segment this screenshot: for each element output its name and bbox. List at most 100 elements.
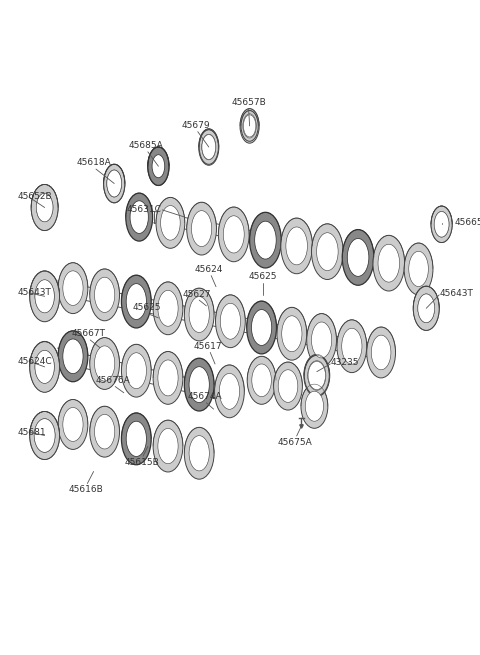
Ellipse shape: [107, 170, 121, 197]
Ellipse shape: [281, 218, 312, 274]
Ellipse shape: [58, 263, 88, 314]
Ellipse shape: [367, 327, 396, 378]
Text: 45667T: 45667T: [72, 329, 106, 338]
Ellipse shape: [418, 294, 435, 323]
Ellipse shape: [348, 238, 369, 276]
Ellipse shape: [308, 361, 326, 390]
Text: 45625: 45625: [132, 303, 161, 312]
Ellipse shape: [31, 185, 58, 231]
Ellipse shape: [30, 341, 60, 392]
Ellipse shape: [219, 373, 240, 409]
Ellipse shape: [153, 156, 164, 177]
Ellipse shape: [247, 301, 276, 354]
Ellipse shape: [121, 413, 151, 465]
Ellipse shape: [243, 115, 256, 137]
Text: 45631C: 45631C: [126, 206, 161, 214]
Ellipse shape: [189, 367, 209, 403]
Text: 45618A: 45618A: [77, 158, 111, 167]
Text: 45685A: 45685A: [129, 141, 163, 150]
Ellipse shape: [317, 233, 338, 271]
Ellipse shape: [312, 322, 332, 358]
Text: 45643T: 45643T: [17, 288, 51, 297]
Ellipse shape: [126, 193, 153, 241]
Ellipse shape: [434, 212, 449, 237]
Ellipse shape: [34, 419, 55, 453]
Ellipse shape: [189, 436, 209, 471]
Text: 45643T: 45643T: [439, 289, 473, 298]
Ellipse shape: [413, 286, 439, 330]
Ellipse shape: [184, 288, 214, 341]
Ellipse shape: [255, 221, 276, 259]
Ellipse shape: [372, 335, 391, 370]
Ellipse shape: [130, 201, 148, 233]
Ellipse shape: [63, 271, 83, 305]
Ellipse shape: [121, 345, 151, 397]
Text: 45675A: 45675A: [277, 438, 312, 447]
Ellipse shape: [95, 346, 115, 381]
Ellipse shape: [30, 271, 60, 322]
Ellipse shape: [156, 197, 185, 248]
Ellipse shape: [342, 328, 362, 364]
Ellipse shape: [413, 286, 439, 330]
Ellipse shape: [192, 211, 212, 246]
Ellipse shape: [153, 282, 183, 335]
Ellipse shape: [184, 358, 214, 411]
Ellipse shape: [148, 147, 169, 185]
Ellipse shape: [126, 284, 146, 320]
Ellipse shape: [35, 280, 54, 313]
Ellipse shape: [312, 224, 343, 280]
Ellipse shape: [126, 421, 146, 457]
Ellipse shape: [58, 331, 88, 382]
Ellipse shape: [202, 134, 216, 159]
Text: 45624: 45624: [194, 265, 223, 274]
Ellipse shape: [30, 342, 60, 392]
Ellipse shape: [304, 354, 330, 397]
Ellipse shape: [243, 114, 256, 138]
Text: 45615B: 45615B: [124, 458, 159, 467]
Ellipse shape: [90, 269, 120, 321]
Ellipse shape: [58, 400, 88, 449]
Text: 45657B: 45657B: [231, 98, 266, 107]
Ellipse shape: [252, 310, 272, 345]
Ellipse shape: [152, 155, 165, 178]
Ellipse shape: [199, 130, 218, 164]
Ellipse shape: [30, 271, 60, 321]
Ellipse shape: [431, 206, 452, 242]
Ellipse shape: [148, 147, 169, 185]
Text: 45674A: 45674A: [187, 392, 222, 401]
Ellipse shape: [30, 411, 60, 460]
Ellipse shape: [126, 353, 146, 388]
Ellipse shape: [241, 111, 258, 141]
Text: 45617: 45617: [194, 341, 223, 350]
Ellipse shape: [418, 294, 435, 323]
Text: 45652B: 45652B: [17, 193, 52, 202]
Ellipse shape: [220, 303, 240, 339]
Ellipse shape: [247, 356, 276, 404]
Ellipse shape: [104, 164, 125, 202]
Ellipse shape: [36, 193, 53, 222]
Ellipse shape: [158, 428, 178, 464]
Ellipse shape: [277, 307, 307, 360]
Ellipse shape: [35, 350, 54, 383]
Ellipse shape: [240, 109, 259, 143]
Ellipse shape: [121, 275, 151, 328]
Text: 45676A: 45676A: [96, 376, 131, 385]
Ellipse shape: [63, 407, 83, 441]
Ellipse shape: [304, 356, 329, 396]
Text: 45681: 45681: [17, 428, 46, 437]
Ellipse shape: [286, 227, 307, 265]
Ellipse shape: [153, 352, 183, 404]
Ellipse shape: [223, 215, 244, 253]
Ellipse shape: [34, 419, 55, 453]
Ellipse shape: [95, 277, 115, 312]
Ellipse shape: [199, 129, 219, 165]
Ellipse shape: [404, 243, 433, 295]
Text: 45679: 45679: [181, 121, 210, 130]
Ellipse shape: [282, 316, 302, 352]
Ellipse shape: [305, 391, 324, 421]
Ellipse shape: [250, 212, 281, 268]
Text: 45625: 45625: [249, 272, 277, 281]
Ellipse shape: [153, 420, 183, 472]
Text: 45627: 45627: [182, 290, 211, 299]
Ellipse shape: [35, 280, 54, 312]
